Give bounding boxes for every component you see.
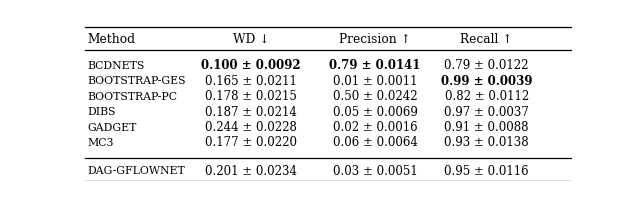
Text: 0.201 ± 0.0234: 0.201 ± 0.0234 (205, 164, 297, 177)
Text: BOOTSTRAP-GES: BOOTSTRAP-GES (88, 76, 186, 86)
Text: 0.165 ± 0.0211: 0.165 ± 0.0211 (205, 74, 297, 87)
Text: 0.187 ± 0.0214: 0.187 ± 0.0214 (205, 105, 297, 118)
Text: 0.06 ± 0.0064: 0.06 ± 0.0064 (333, 136, 417, 149)
Text: DAG-GFLOWNET: DAG-GFLOWNET (88, 165, 185, 175)
Text: GADGET: GADGET (88, 122, 137, 132)
Text: 0.01 ± 0.0011: 0.01 ± 0.0011 (333, 74, 417, 87)
Text: Method: Method (88, 33, 136, 46)
Text: Precision ↑: Precision ↑ (339, 33, 411, 46)
Text: 0.02 ± 0.0016: 0.02 ± 0.0016 (333, 120, 417, 133)
Text: 0.79 ± 0.0122: 0.79 ± 0.0122 (444, 59, 529, 72)
Text: Recall ↑: Recall ↑ (460, 33, 513, 46)
Text: 0.79 ± 0.0141: 0.79 ± 0.0141 (330, 59, 421, 72)
Text: MC3: MC3 (88, 137, 114, 147)
Text: 0.03 ± 0.0051: 0.03 ± 0.0051 (333, 164, 417, 177)
Text: 0.05 ± 0.0069: 0.05 ± 0.0069 (333, 105, 417, 118)
Text: 0.100 ± 0.0092: 0.100 ± 0.0092 (202, 59, 301, 72)
Text: 0.50 ± 0.0242: 0.50 ± 0.0242 (333, 90, 417, 103)
Text: 0.99 ± 0.0039: 0.99 ± 0.0039 (441, 74, 532, 87)
Text: 0.178 ± 0.0215: 0.178 ± 0.0215 (205, 90, 297, 103)
Text: 0.93 ± 0.0138: 0.93 ± 0.0138 (444, 136, 529, 149)
Text: 0.97 ± 0.0037: 0.97 ± 0.0037 (444, 105, 529, 118)
Text: 0.91 ± 0.0088: 0.91 ± 0.0088 (444, 120, 529, 133)
Text: 0.244 ± 0.0228: 0.244 ± 0.0228 (205, 120, 297, 133)
Text: BCDNETS: BCDNETS (88, 60, 145, 70)
Text: 0.95 ± 0.0116: 0.95 ± 0.0116 (444, 164, 529, 177)
Text: WD ↓: WD ↓ (233, 33, 269, 46)
Text: BOOTSTRAP-PC: BOOTSTRAP-PC (88, 91, 177, 101)
Text: DIBS: DIBS (88, 106, 116, 116)
Text: 0.82 ± 0.0112: 0.82 ± 0.0112 (445, 90, 529, 103)
Text: 0.177 ± 0.0220: 0.177 ± 0.0220 (205, 136, 297, 149)
